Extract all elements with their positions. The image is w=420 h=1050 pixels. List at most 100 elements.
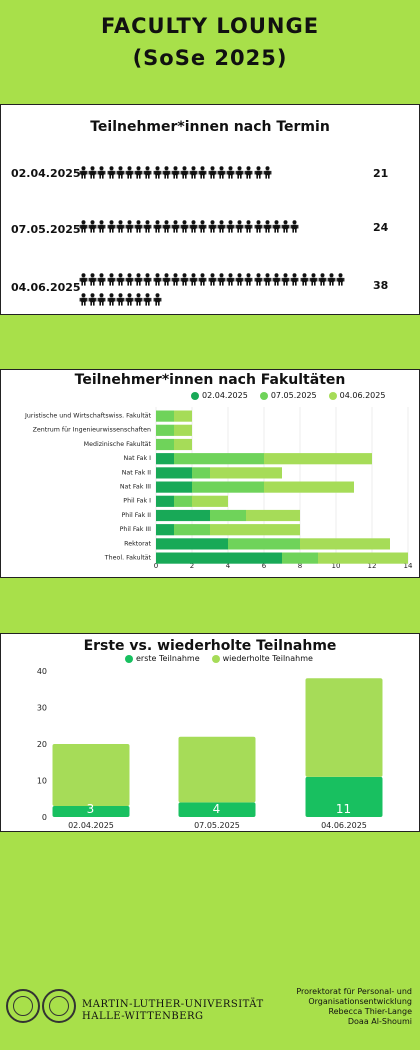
bar-segment (174, 524, 210, 536)
bar-segment (156, 438, 174, 451)
department-line: Organisationsentwicklung (308, 997, 412, 1006)
bar-segment (174, 410, 192, 422)
bar-segment (156, 524, 174, 536)
bar-segment (178, 736, 256, 803)
y-tick-label: 20 (37, 740, 47, 749)
x-tick-label: 2 (190, 562, 194, 570)
bar-segment (156, 538, 228, 550)
category-label: Phil Fak I (123, 498, 151, 505)
x-tick-label: 10 (332, 562, 341, 570)
bar-segment (318, 552, 408, 564)
people-pictogram (79, 273, 349, 313)
legend-label: erste Teilnahme (136, 654, 200, 663)
bar-segment (178, 802, 256, 817)
page-subtitle: (SoSe 2025) (132, 46, 288, 70)
row-value: 24 (373, 221, 389, 234)
bar-segment (192, 467, 210, 479)
bar-segment (52, 744, 130, 807)
bar-segment (210, 524, 300, 536)
row-date: 04.06.2025 (11, 281, 81, 294)
faculty-chart-panel: Teilnehmer*innen nach Fakultäten 02.04.2… (0, 369, 420, 578)
contact-name: Doaa Al-Shoumi (347, 1017, 412, 1026)
bar-segment (156, 509, 210, 522)
participants-by-date-panel: Teilnehmer*innen nach Termin 02.04.2025 … (0, 104, 420, 315)
legend-swatch (211, 654, 220, 663)
legend-item: 04.06.2025 (328, 391, 386, 400)
data-label: 4 (213, 802, 221, 816)
legend-swatch (328, 391, 337, 400)
legend-swatch (191, 391, 199, 400)
contact-name: Rebecca Thier-Lange (328, 1007, 412, 1016)
bar-segment (264, 453, 372, 465)
university-seal-icon (42, 989, 76, 1023)
bar-segment (156, 424, 174, 436)
x-tick-label: 04.06.2025 (321, 821, 367, 830)
category-label: Medizinische Fakultät (84, 441, 152, 448)
bar-segment (174, 453, 264, 465)
legend-label: 04.06.2025 (339, 391, 386, 400)
bar-segment (300, 538, 390, 550)
bar-segment (210, 509, 246, 522)
first-vs-repeat-panel: Erste vs. wiederholte Teilnahme erste Te… (0, 633, 420, 832)
category-label: Nat Fak II (122, 469, 151, 476)
department-line: Prorektorat für Personal- und (296, 987, 412, 996)
department-info: Prorektorat für Personal- und Organisati… (296, 987, 412, 1027)
bar-segment (156, 453, 174, 465)
faculty-chart-legend: 02.04.2025 07.05.2025 04.06.2025 (191, 391, 385, 400)
row-value: 21 (373, 167, 389, 180)
category-label: Theol. Fakultät (104, 555, 152, 562)
participants-by-date-title: Teilnehmer*innen nach Termin (90, 119, 330, 135)
x-tick-label: 0 (154, 562, 158, 570)
bar-segment (192, 481, 264, 493)
legend-label: 07.05.2025 (270, 391, 317, 400)
bar-segment (192, 495, 228, 507)
bar-segment (174, 424, 192, 436)
legend-label: wiederholte Teilnahme (222, 654, 313, 663)
bar-segment (156, 410, 174, 422)
category-label: Juristische und Wirtschaftswiss. Fakultä… (24, 413, 152, 420)
legend-item: wiederholte Teilnahme (211, 654, 313, 663)
bar-segment (156, 495, 174, 507)
category-label: Zentrum für Ingenieurwissenschaften (33, 427, 151, 434)
y-tick-label: 40 (37, 667, 47, 676)
legend-item: 07.05.2025 (259, 391, 317, 400)
university-name: MARTIN-LUTHER-UNIVERSITÄT HALLE-WITTENBE… (82, 999, 264, 1023)
university-line: HALLE-WITTENBERG (82, 1011, 204, 1022)
footer: MARTIN-LUTHER-UNIVERSITÄT HALLE-WITTENBE… (0, 985, 420, 1045)
data-label: 3 (87, 802, 95, 816)
bar-segment (174, 438, 192, 451)
row-date: 07.05.2025 (11, 223, 81, 236)
category-label: Nat Fak I (124, 455, 152, 462)
first-vs-repeat-bar-chart: 0 10 20 30 40 3 02.04.2025 4 07.05.2025 11 04.06.2… (37, 667, 383, 830)
row-value: 38 (373, 279, 389, 292)
y-tick-label: 30 (37, 704, 47, 713)
bar-segment (210, 467, 282, 479)
y-tick-label: 0 (42, 813, 47, 822)
bar-segment (174, 495, 192, 507)
bar-segment (264, 481, 354, 493)
first-vs-repeat-legend: erste Teilnahme wiederholte Teilnahme (125, 654, 313, 663)
x-tick-label: 14 (404, 562, 413, 570)
university-seal-icon (6, 989, 40, 1023)
category-label: Phil Fak III (120, 526, 152, 533)
x-tick-label: 8 (298, 562, 302, 570)
category-label: Rektorat (124, 540, 151, 547)
bar-segment (305, 678, 383, 777)
x-tick-label: 07.05.2025 (194, 821, 240, 830)
bar-segment (156, 467, 192, 479)
people-pictogram (79, 166, 349, 186)
bar-segment (156, 552, 282, 564)
bar-segment (156, 481, 192, 493)
legend-item: 02.04.2025 (191, 391, 248, 400)
y-tick-label: 10 (37, 777, 47, 786)
page-title: FACULTY LOUNGE (100, 14, 320, 38)
data-label: 11 (336, 802, 351, 816)
x-tick-label: 12 (368, 562, 377, 570)
legend-item: erste Teilnahme (125, 654, 200, 663)
bar-segment (228, 538, 300, 550)
legend-swatch (125, 654, 133, 663)
bar-segment (246, 509, 300, 522)
x-tick-label: 02.04.2025 (68, 821, 114, 830)
x-tick-label: 4 (226, 562, 231, 570)
university-line: MARTIN-LUTHER-UNIVERSITÄT (82, 999, 264, 1010)
